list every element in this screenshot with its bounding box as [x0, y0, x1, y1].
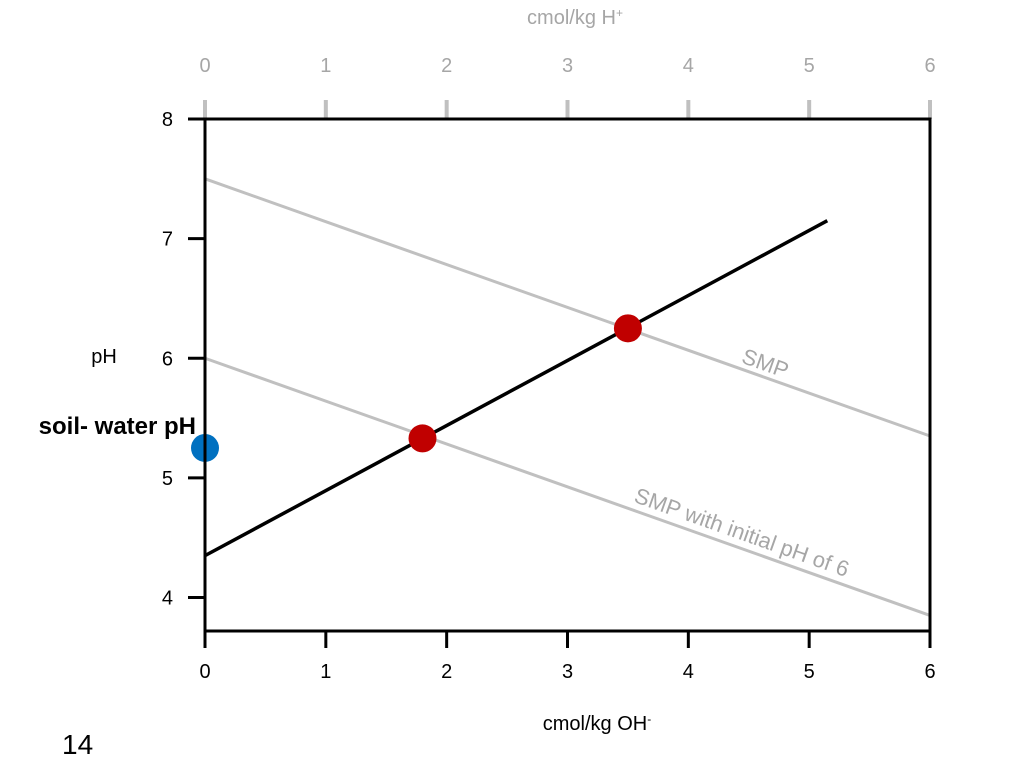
bottom-axis-tick-label-6: 6	[924, 661, 935, 683]
top-axis-tick-label-3: 3	[562, 55, 573, 77]
y-axis-tick-label-0: 4	[162, 588, 173, 610]
series-line-1	[204, 356, 931, 617]
bottom-axis-tick-label-4: 4	[683, 661, 694, 683]
y-axis-tick-label-2: 6	[162, 348, 173, 370]
top-axis: cmol/kg H+ 0 1 2 3 4 5 6	[199, 6, 936, 119]
left-axis: pH 4 5 6 7 8	[91, 109, 205, 610]
series-label-1: SMP with initial pH of 6	[631, 483, 852, 582]
data-marker-1	[408, 424, 437, 453]
top-axis-tick-label-5: 5	[804, 55, 815, 77]
slide-number: 14	[62, 729, 93, 760]
top-axis-tick-label-2: 2	[441, 55, 452, 77]
bottom-axis-tick-label-2: 2	[441, 661, 452, 683]
top-axis-tick-label-1: 1	[320, 55, 331, 77]
bottom-axis-tick-label-1: 1	[320, 661, 331, 683]
y-axis-label: pH	[91, 346, 117, 368]
y-axis-tick-label-3: 7	[162, 229, 173, 251]
series-line-2	[204, 219, 829, 558]
marker-label-2: soil- water pH	[39, 413, 196, 440]
series-line-0	[204, 177, 931, 438]
y-axis-tick-label-1: 5	[162, 468, 173, 490]
bottom-axis: cmol/kg OH- 0 1 2 3 4 5 6	[199, 631, 936, 735]
top-axis-tick-label-6: 6	[924, 55, 935, 77]
top-axis-tick-label-4: 4	[683, 55, 694, 77]
bottom-axis-label: cmol/kg OH-	[543, 712, 651, 735]
bottom-axis-tick-label-5: 5	[804, 661, 815, 683]
top-axis-tick-label-0: 0	[199, 55, 210, 77]
bottom-axis-tick-label-0: 0	[199, 661, 210, 683]
bottom-axis-tick-label-3: 3	[562, 661, 573, 683]
top-axis-label: cmol/kg H+	[527, 6, 623, 29]
data-marker-0	[613, 314, 642, 343]
y-axis-tick-label-4: 8	[162, 109, 173, 131]
